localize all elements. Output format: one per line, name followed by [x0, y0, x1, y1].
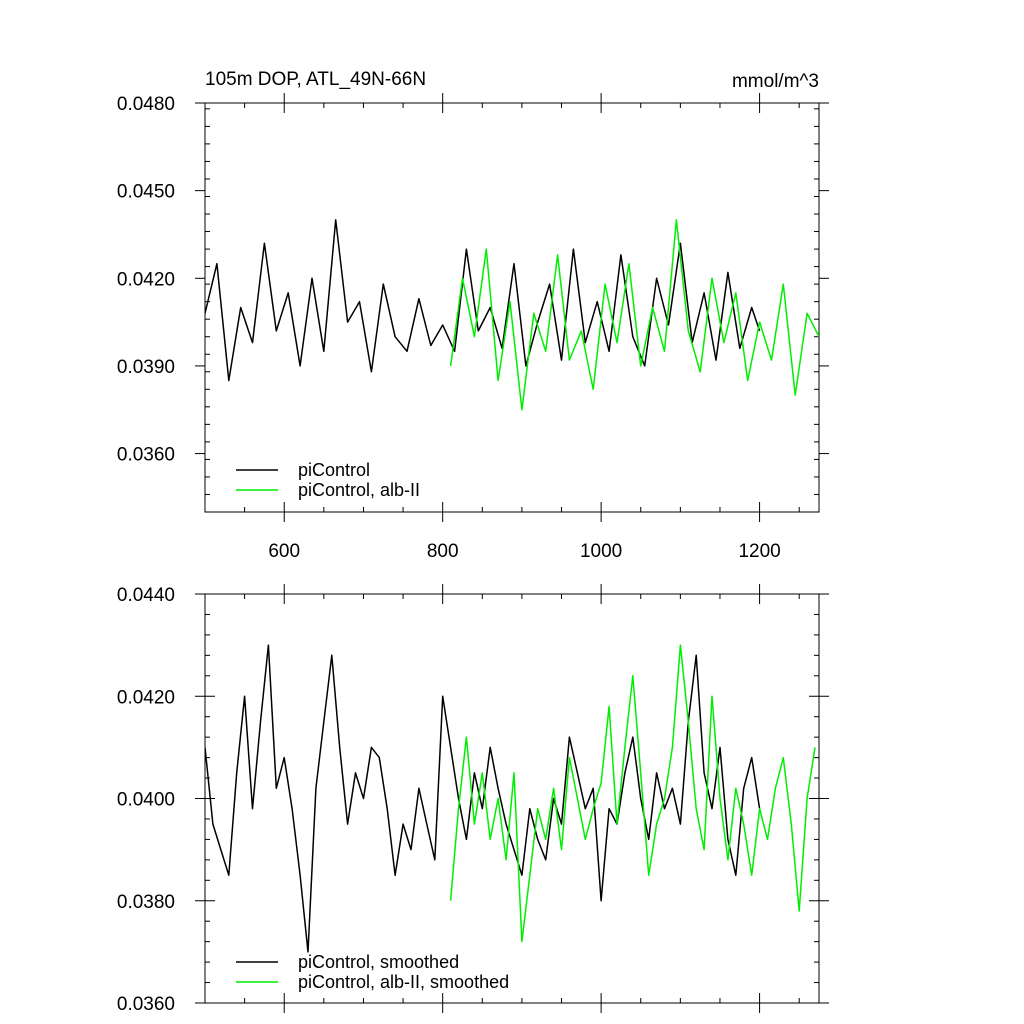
legend-label: piControl, alb-II, smoothed	[298, 972, 509, 992]
y-tick-label: 0.0390	[117, 357, 175, 378]
y-tick-label: 0.0420	[117, 269, 175, 290]
x-tick-label: 800	[427, 541, 459, 562]
y-tick-label: 0.0450	[117, 182, 175, 203]
y-tick-label: 0.0440	[117, 585, 175, 606]
y-tick-label: 0.0360	[117, 994, 175, 1015]
series-line-picontrol	[205, 644, 761, 953]
x-tick-label: 1200	[738, 541, 780, 562]
units-label: mmol/m^3	[732, 71, 819, 92]
y-tick-label: 0.0400	[117, 790, 175, 811]
legend-label: piControl, alb-II	[298, 480, 420, 500]
y-tick-label: 0.0420	[117, 687, 175, 708]
x-tick-label: 1000	[580, 541, 622, 562]
legend-label: piControl	[298, 460, 370, 480]
chart-top: 105m DOP, ATL_49N-66N mmol/m^3 0.0360 0.0…	[117, 69, 829, 562]
series-line-picontrol	[205, 219, 761, 382]
plot-frame	[204, 102, 820, 513]
chart-title: 105m DOP, ATL_49N-66N	[205, 69, 426, 90]
series-line-alb-ii	[449, 219, 819, 411]
y-tick-label: 0.0360	[117, 445, 175, 466]
series-line-alb-ii	[449, 644, 816, 943]
chart-bottom: 0.0360 0.0380 0.0400 0.0420 0.0440 piControl,…	[117, 584, 829, 1015]
x-tick-label: 600	[268, 541, 300, 562]
y-tick-label: 0.0380	[117, 892, 175, 913]
y-tick-label: 0.0480	[117, 94, 175, 115]
legend-label: piControl, smoothed	[298, 952, 459, 972]
